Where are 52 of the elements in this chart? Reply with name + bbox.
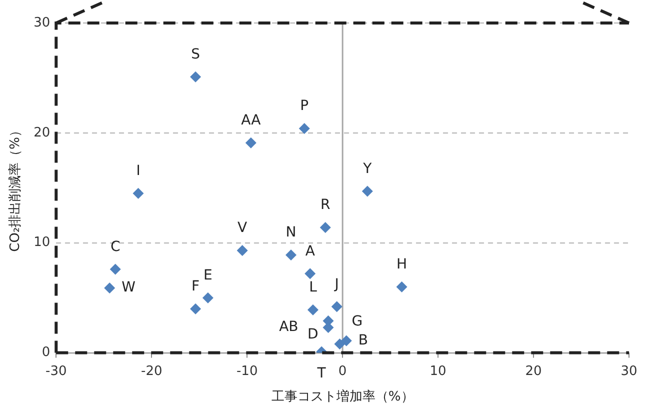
x-tick-label: 20	[525, 364, 542, 379]
x-tick-label: 10	[430, 364, 446, 379]
point	[331, 301, 342, 312]
annotation: I	[136, 163, 140, 180]
point	[334, 338, 346, 350]
point	[286, 249, 297, 260]
annotation: G	[352, 314, 363, 330]
annotation: L	[309, 280, 318, 296]
y-tick-label: 0	[42, 345, 50, 360]
point	[307, 304, 318, 316]
x-tick-label: 30	[620, 364, 638, 379]
x-tick-label: 0	[338, 364, 347, 379]
annotation: D	[307, 326, 318, 343]
point	[110, 264, 121, 275]
point	[190, 71, 202, 82]
point	[132, 188, 144, 199]
annotation: V	[238, 220, 248, 236]
point	[396, 281, 408, 292]
annotation: T	[316, 365, 326, 382]
point	[320, 222, 331, 233]
annotation: B	[358, 332, 368, 348]
y-axis-title: CO₂排出削減率（%）	[7, 124, 24, 252]
y-tick-label: 20	[34, 125, 50, 140]
x-tick-label: -30	[46, 364, 67, 379]
annotation: Y	[362, 160, 372, 177]
point	[190, 303, 202, 314]
annotation: P	[300, 98, 309, 114]
point	[340, 335, 352, 346]
annotation: F	[192, 278, 200, 294]
annotation: H	[396, 256, 408, 272]
annotation: A	[305, 243, 316, 260]
annotation: C	[110, 238, 120, 255]
annotation: AA	[241, 112, 262, 128]
annotation: W	[122, 280, 136, 296]
y-tick-label: 30	[34, 15, 50, 30]
point	[304, 268, 316, 280]
point	[245, 137, 256, 148]
x-axis-title: 工事コスト増加率（%）	[271, 388, 414, 405]
x-tick-label: -20	[141, 364, 162, 379]
point	[236, 245, 248, 256]
x-tick-label: -10	[236, 364, 258, 379]
annotation: AB	[279, 319, 298, 336]
annotation: N	[286, 224, 296, 241]
point	[298, 123, 310, 134]
annotation: S	[191, 46, 200, 63]
annotation: R	[320, 197, 331, 214]
annotation: J	[334, 276, 339, 292]
point	[104, 282, 116, 294]
point	[202, 292, 214, 304]
y-tick-label: 10	[34, 235, 50, 250]
annotation: E	[204, 267, 212, 284]
point	[362, 186, 373, 197]
